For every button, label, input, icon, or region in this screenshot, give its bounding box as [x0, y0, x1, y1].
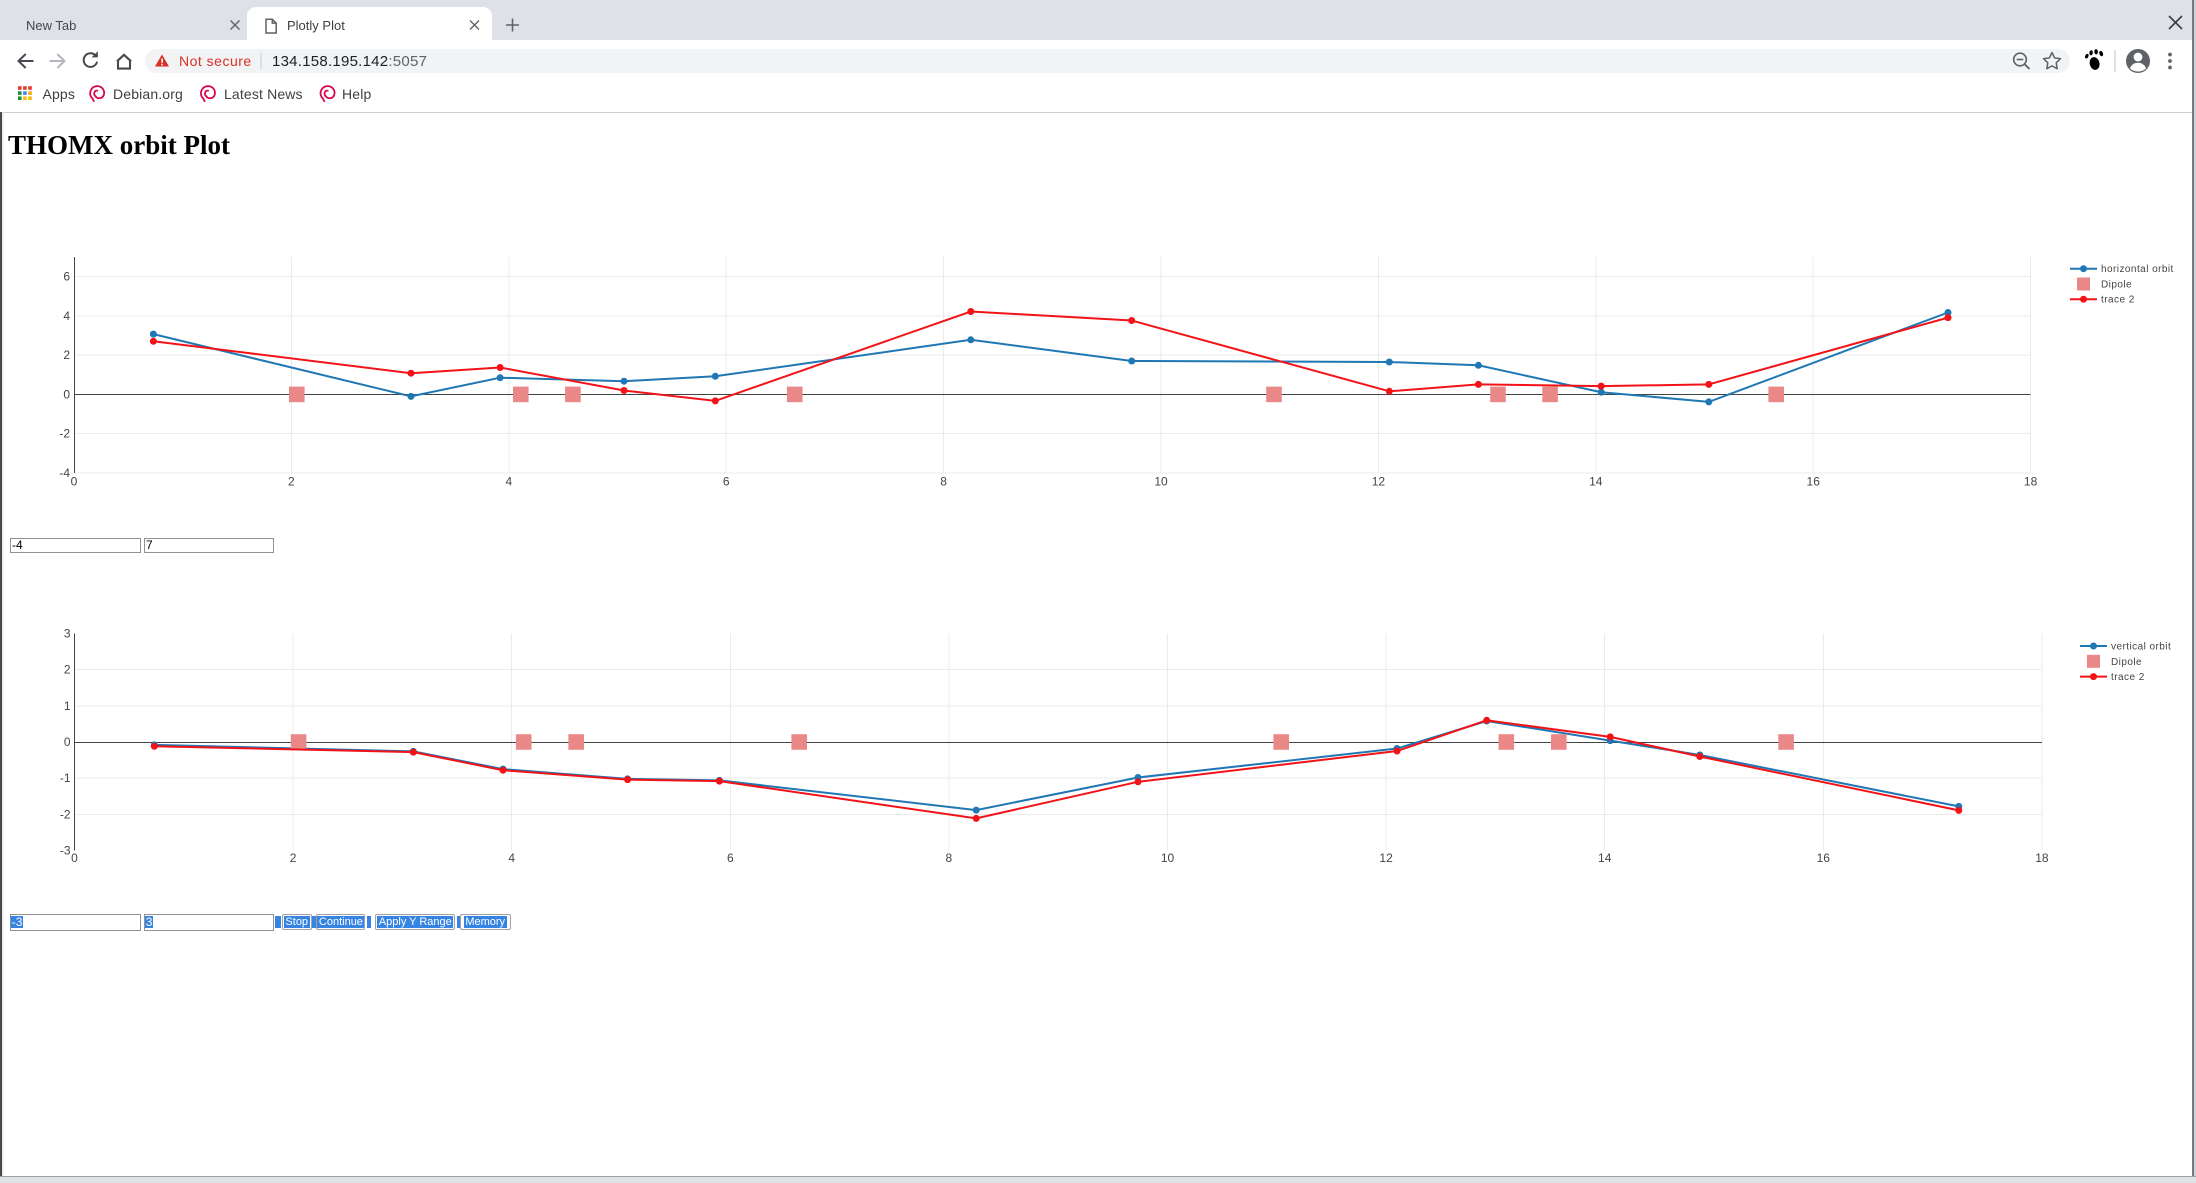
- svg-text:18: 18: [2024, 475, 2038, 489]
- svg-text:2: 2: [290, 851, 297, 865]
- svg-text:16: 16: [1807, 475, 1821, 489]
- svg-text:Dipole: Dipole: [2101, 280, 2132, 291]
- svg-text:10: 10: [1161, 851, 1175, 865]
- svg-text:0: 0: [71, 851, 78, 865]
- svg-text:trace 2: trace 2: [2101, 295, 2135, 306]
- svg-text:2: 2: [64, 663, 71, 677]
- svg-text:12: 12: [1379, 851, 1393, 865]
- svg-text:12: 12: [1372, 475, 1386, 489]
- svg-text:2: 2: [288, 475, 295, 489]
- svg-text:8: 8: [946, 851, 953, 865]
- svg-text:0: 0: [63, 387, 70, 401]
- svg-text:6: 6: [63, 270, 70, 284]
- svg-text:3: 3: [64, 626, 71, 640]
- svg-text:0: 0: [64, 735, 71, 749]
- svg-text:1: 1: [64, 699, 71, 713]
- svg-text:vertical orbit: vertical orbit: [2111, 642, 2171, 653]
- svg-text:-4: -4: [59, 466, 70, 480]
- svg-text:14: 14: [1598, 851, 1612, 865]
- svg-text:6: 6: [723, 475, 730, 489]
- svg-text:-3: -3: [60, 844, 71, 858]
- svg-text:10: 10: [1154, 475, 1168, 489]
- svg-text:trace 2: trace 2: [2111, 672, 2145, 683]
- svg-text:4: 4: [505, 475, 512, 489]
- svg-text:-2: -2: [59, 427, 70, 441]
- svg-text:horizontal orbit: horizontal orbit: [2101, 264, 2174, 275]
- svg-text:4: 4: [63, 309, 70, 323]
- svg-text:8: 8: [940, 475, 947, 489]
- svg-text:-2: -2: [60, 807, 71, 821]
- svg-text:6: 6: [727, 851, 734, 865]
- svg-text:2: 2: [63, 348, 70, 362]
- svg-text:18: 18: [2035, 851, 2049, 865]
- svg-text:14: 14: [1589, 475, 1603, 489]
- svg-text:0: 0: [71, 475, 78, 489]
- svg-text:16: 16: [1817, 851, 1831, 865]
- svg-text:4: 4: [508, 851, 515, 865]
- svg-text:Dipole: Dipole: [2111, 657, 2142, 668]
- svg-text:-1: -1: [60, 771, 71, 785]
